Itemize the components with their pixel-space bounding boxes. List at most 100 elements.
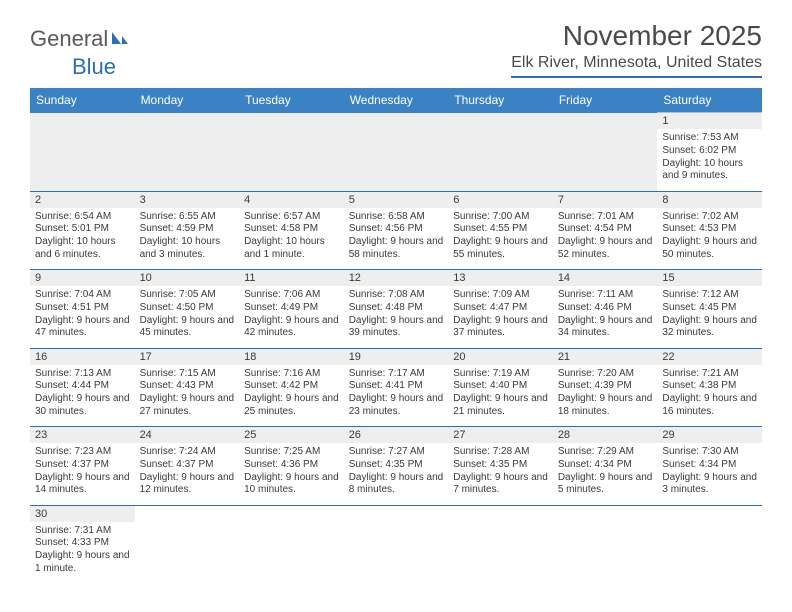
day-details: Sunrise: 7:01 AMSunset: 4:54 PMDaylight:… (558, 210, 653, 262)
day-details: Sunrise: 7:19 AMSunset: 4:40 PMDaylight:… (453, 367, 548, 419)
day-header: Thursday (448, 88, 553, 113)
day-number-row: 23242526272829 (30, 427, 762, 444)
day-number: 24 (135, 427, 240, 444)
day-number: 10 (135, 270, 240, 287)
day-cell: Sunrise: 7:17 AMSunset: 4:41 PMDaylight:… (344, 365, 449, 427)
calendar-page: GeneralBlue November 2025 Elk River, Min… (0, 0, 792, 584)
day-number: 6 (448, 191, 553, 208)
day-cell (239, 522, 344, 584)
day-number (135, 505, 240, 522)
day-number-row: 16171819202122 (30, 348, 762, 365)
day-details: Sunrise: 6:58 AMSunset: 4:56 PMDaylight:… (349, 210, 444, 262)
day-details: Sunrise: 7:11 AMSunset: 4:46 PMDaylight:… (558, 288, 653, 340)
day-details: Sunrise: 6:55 AMSunset: 4:59 PMDaylight:… (140, 210, 235, 262)
day-number: 14 (553, 270, 658, 287)
day-cell: Sunrise: 6:57 AMSunset: 4:58 PMDaylight:… (239, 208, 344, 270)
logo-text: GeneralBlue (30, 26, 130, 80)
day-cell (30, 129, 135, 191)
calendar-body: 1 Sunrise: 7:53 AMSunset: 6:02 PMDayligh… (30, 113, 762, 584)
day-cell: Sunrise: 7:23 AMSunset: 4:37 PMDaylight:… (30, 443, 135, 505)
day-number: 19 (344, 348, 449, 365)
day-details: Sunrise: 7:28 AMSunset: 4:35 PMDaylight:… (453, 445, 548, 497)
day-number: 20 (448, 348, 553, 365)
day-content-row: Sunrise: 7:13 AMSunset: 4:44 PMDaylight:… (30, 365, 762, 427)
day-number (30, 113, 135, 130)
logo: GeneralBlue (30, 26, 130, 80)
day-cell: Sunrise: 7:29 AMSunset: 4:34 PMDaylight:… (553, 443, 658, 505)
day-details: Sunrise: 7:27 AMSunset: 4:35 PMDaylight:… (349, 445, 444, 497)
day-number: 7 (553, 191, 658, 208)
day-number: 22 (657, 348, 762, 365)
day-details: Sunrise: 7:21 AMSunset: 4:38 PMDaylight:… (662, 367, 757, 419)
title-block: November 2025 Elk River, Minnesota, Unit… (511, 20, 762, 78)
day-details: Sunrise: 7:24 AMSunset: 4:37 PMDaylight:… (140, 445, 235, 497)
day-content-row: Sunrise: 7:53 AMSunset: 6:02 PMDaylight:… (30, 129, 762, 191)
day-number: 9 (30, 270, 135, 287)
day-details: Sunrise: 6:54 AMSunset: 5:01 PMDaylight:… (35, 210, 130, 262)
day-details: Sunrise: 7:53 AMSunset: 6:02 PMDaylight:… (662, 131, 757, 183)
day-details: Sunrise: 7:08 AMSunset: 4:48 PMDaylight:… (349, 288, 444, 340)
day-cell: Sunrise: 7:06 AMSunset: 4:49 PMDaylight:… (239, 286, 344, 348)
day-details: Sunrise: 7:29 AMSunset: 4:34 PMDaylight:… (558, 445, 653, 497)
day-cell: Sunrise: 7:16 AMSunset: 4:42 PMDaylight:… (239, 365, 344, 427)
day-content-row: Sunrise: 7:23 AMSunset: 4:37 PMDaylight:… (30, 443, 762, 505)
day-number-row: 30 (30, 505, 762, 522)
day-cell: Sunrise: 7:05 AMSunset: 4:50 PMDaylight:… (135, 286, 240, 348)
day-cell: Sunrise: 7:28 AMSunset: 4:35 PMDaylight:… (448, 443, 553, 505)
day-details: Sunrise: 7:17 AMSunset: 4:41 PMDaylight:… (349, 367, 444, 419)
day-number (553, 113, 658, 130)
day-details: Sunrise: 7:16 AMSunset: 4:42 PMDaylight:… (244, 367, 339, 419)
day-cell: Sunrise: 7:00 AMSunset: 4:55 PMDaylight:… (448, 208, 553, 270)
day-number-row: 2345678 (30, 191, 762, 208)
day-header-row: SundayMondayTuesdayWednesdayThursdayFrid… (30, 88, 762, 113)
day-number: 23 (30, 427, 135, 444)
day-details: Sunrise: 7:30 AMSunset: 4:34 PMDaylight:… (662, 445, 757, 497)
day-details: Sunrise: 7:00 AMSunset: 4:55 PMDaylight:… (453, 210, 548, 262)
day-number: 5 (344, 191, 449, 208)
month-title: November 2025 (511, 20, 762, 52)
day-cell: Sunrise: 7:24 AMSunset: 4:37 PMDaylight:… (135, 443, 240, 505)
sail-icon (110, 26, 130, 52)
day-cell: Sunrise: 7:12 AMSunset: 4:45 PMDaylight:… (657, 286, 762, 348)
day-cell: Sunrise: 7:08 AMSunset: 4:48 PMDaylight:… (344, 286, 449, 348)
day-number: 26 (344, 427, 449, 444)
day-details: Sunrise: 7:06 AMSunset: 4:49 PMDaylight:… (244, 288, 339, 340)
day-number: 15 (657, 270, 762, 287)
day-content-row: Sunrise: 7:04 AMSunset: 4:51 PMDaylight:… (30, 286, 762, 348)
day-details: Sunrise: 7:12 AMSunset: 4:45 PMDaylight:… (662, 288, 757, 340)
day-cell (135, 129, 240, 191)
day-cell (344, 522, 449, 584)
day-cell (448, 522, 553, 584)
day-cell: Sunrise: 7:15 AMSunset: 4:43 PMDaylight:… (135, 365, 240, 427)
day-cell: Sunrise: 7:11 AMSunset: 4:46 PMDaylight:… (553, 286, 658, 348)
day-cell: Sunrise: 6:58 AMSunset: 4:56 PMDaylight:… (344, 208, 449, 270)
day-number: 28 (553, 427, 658, 444)
day-number (448, 113, 553, 130)
day-details: Sunrise: 7:02 AMSunset: 4:53 PMDaylight:… (662, 210, 757, 262)
day-cell (553, 129, 658, 191)
day-details: Sunrise: 7:15 AMSunset: 4:43 PMDaylight:… (140, 367, 235, 419)
day-cell: Sunrise: 7:09 AMSunset: 4:47 PMDaylight:… (448, 286, 553, 348)
day-cell (448, 129, 553, 191)
day-number (553, 505, 658, 522)
day-number (344, 113, 449, 130)
day-number: 16 (30, 348, 135, 365)
day-details: Sunrise: 7:13 AMSunset: 4:44 PMDaylight:… (35, 367, 130, 419)
day-details: Sunrise: 7:20 AMSunset: 4:39 PMDaylight:… (558, 367, 653, 419)
logo-text-2: Blue (72, 54, 116, 79)
day-cell: Sunrise: 7:53 AMSunset: 6:02 PMDaylight:… (657, 129, 762, 191)
day-cell: Sunrise: 6:55 AMSunset: 4:59 PMDaylight:… (135, 208, 240, 270)
day-header: Monday (135, 88, 240, 113)
day-number (239, 505, 344, 522)
day-cell: Sunrise: 7:21 AMSunset: 4:38 PMDaylight:… (657, 365, 762, 427)
day-number: 3 (135, 191, 240, 208)
day-header: Tuesday (239, 88, 344, 113)
day-number: 12 (344, 270, 449, 287)
day-cell: Sunrise: 7:31 AMSunset: 4:33 PMDaylight:… (30, 522, 135, 584)
day-details: Sunrise: 7:25 AMSunset: 4:36 PMDaylight:… (244, 445, 339, 497)
day-number (135, 113, 240, 130)
day-number: 13 (448, 270, 553, 287)
day-details: Sunrise: 6:57 AMSunset: 4:58 PMDaylight:… (244, 210, 339, 262)
day-number: 27 (448, 427, 553, 444)
calendar-table: SundayMondayTuesdayWednesdayThursdayFrid… (30, 88, 762, 584)
